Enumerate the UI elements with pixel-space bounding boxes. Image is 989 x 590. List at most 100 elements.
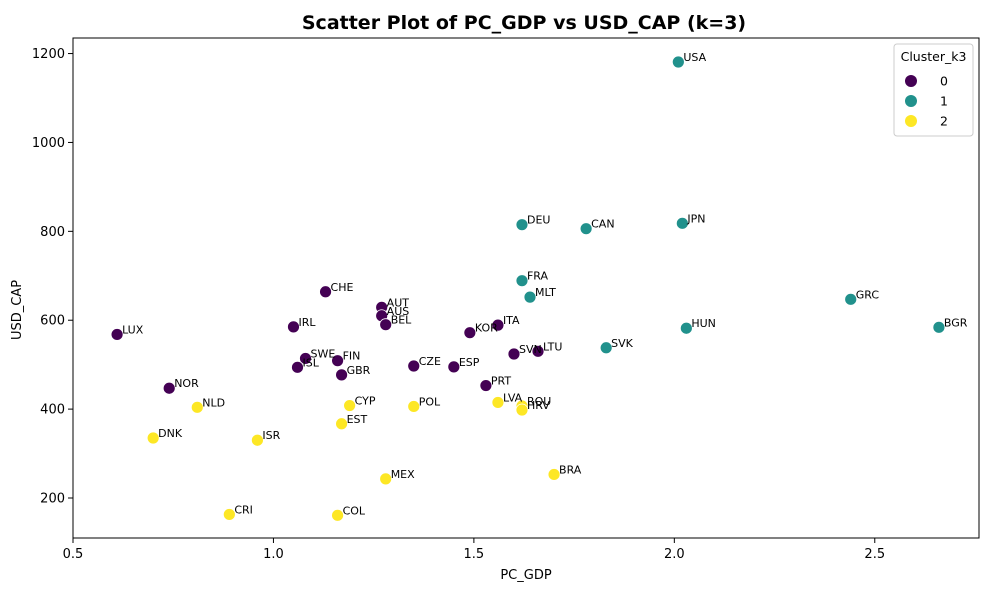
point-label: NLD <box>202 396 225 409</box>
point-label: SVN <box>519 343 542 356</box>
data-point <box>379 472 393 486</box>
data-point <box>491 318 505 332</box>
data-point <box>407 359 421 373</box>
point-label: BEL <box>391 314 412 327</box>
point-label: LVA <box>503 391 523 404</box>
legend-label: 2 <box>940 114 948 129</box>
point-label: NOR <box>174 377 199 390</box>
point-label: CYP <box>355 395 376 408</box>
point-label: EST <box>347 413 368 426</box>
legend-marker <box>905 115 917 127</box>
data-point <box>463 326 477 340</box>
data-point <box>190 400 204 414</box>
data-point <box>515 403 529 417</box>
point-label: LUX <box>122 323 144 336</box>
x-tick-label: 1.5 <box>464 547 485 562</box>
data-point <box>479 379 493 392</box>
data-point <box>319 285 332 299</box>
point-label: ESP <box>459 356 480 369</box>
y-tick-label: 800 <box>40 225 65 240</box>
point-label: CAN <box>591 218 614 231</box>
data-point <box>447 360 461 374</box>
y-tick-label: 600 <box>40 314 65 329</box>
data-point <box>491 396 505 409</box>
x-tick-label: 2.5 <box>864 547 885 562</box>
plot-area: USA DEU CAN JPN FRA MLT GRC HUN BGR SVK LUX NOR CHE I… <box>110 51 968 522</box>
legend-label: 1 <box>940 94 948 109</box>
data-point <box>531 344 545 358</box>
point-label: COL <box>343 504 366 517</box>
y-tick-label: 200 <box>40 492 65 507</box>
point-label: AUS <box>387 305 410 318</box>
y-tick-label: 1200 <box>32 47 65 62</box>
point-label: POL <box>419 395 441 408</box>
point-label: KOR <box>475 322 498 335</box>
point-label: ROU <box>527 395 551 408</box>
legend-label: 0 <box>940 74 948 89</box>
data-point <box>162 381 176 395</box>
data-point <box>222 508 236 521</box>
point-label: CZE <box>419 355 441 368</box>
data-point <box>335 368 348 382</box>
y-axis: 200 400 600 800 1000 1200 <box>32 47 73 507</box>
legend-title: Cluster_k3 <box>901 49 967 64</box>
x-axis: 0.5 1.0 1.5 2.0 2.5 <box>63 538 885 562</box>
point-label: FIN <box>343 350 361 363</box>
data-point <box>547 468 561 481</box>
point-label: ISL <box>302 356 319 369</box>
point-label: LTU <box>543 340 562 353</box>
point-label: SVK <box>611 337 634 350</box>
legend: Cluster_k3 0 1 2 <box>893 43 974 137</box>
point-label: DEU <box>527 214 550 227</box>
point-label: IRL <box>298 316 316 329</box>
point-label: PRT <box>491 375 511 388</box>
data-point <box>331 508 344 522</box>
data-point <box>671 55 685 69</box>
data-point <box>599 341 613 355</box>
point-label: MLT <box>535 286 556 299</box>
data-point <box>291 360 304 374</box>
point-label: MEX <box>391 468 415 481</box>
x-tick-label: 0.5 <box>63 547 84 562</box>
data-point <box>251 433 264 447</box>
x-tick-label: 1.0 <box>263 547 284 562</box>
point-label: CHE <box>331 281 354 294</box>
data-point <box>379 318 393 332</box>
data-point <box>407 400 421 413</box>
point-label: BGR <box>944 316 968 329</box>
point-label: HUN <box>691 317 716 330</box>
data-point <box>507 347 521 361</box>
y-tick-label: 1000 <box>32 136 65 151</box>
axes-frame <box>72 37 980 539</box>
data-point <box>515 274 529 288</box>
data-point <box>146 431 160 445</box>
y-axis-label: USD_CAP <box>10 280 25 340</box>
point-label: DNK <box>158 427 183 440</box>
data-point <box>110 328 124 341</box>
x-axis-label: PC_GDP <box>500 568 552 583</box>
data-point <box>844 292 858 306</box>
point-label: FRA <box>527 270 549 283</box>
x-tick-label: 2.0 <box>664 547 685 562</box>
chart-title: Scatter Plot of PC_GDP vs USD_CAP (k=3) <box>302 12 746 34</box>
point-label: ITA <box>503 314 520 327</box>
point-label: JPN <box>686 212 705 225</box>
point-label: AUT <box>387 296 410 309</box>
data-point <box>515 218 529 232</box>
legend-marker <box>905 95 917 107</box>
point-label: BRA <box>559 463 582 476</box>
legend-marker <box>905 75 917 87</box>
point-label: SWE <box>311 347 336 360</box>
data-point <box>287 320 300 334</box>
data-point <box>679 321 693 335</box>
data-point <box>335 417 348 431</box>
y-tick-label: 400 <box>40 403 65 418</box>
point-label: GBR <box>347 364 371 377</box>
data-point <box>675 216 689 230</box>
data-point <box>523 290 537 304</box>
data-point <box>299 352 312 365</box>
point-label: CRI <box>234 503 253 516</box>
legend-box <box>893 43 974 137</box>
data-point <box>331 354 344 368</box>
